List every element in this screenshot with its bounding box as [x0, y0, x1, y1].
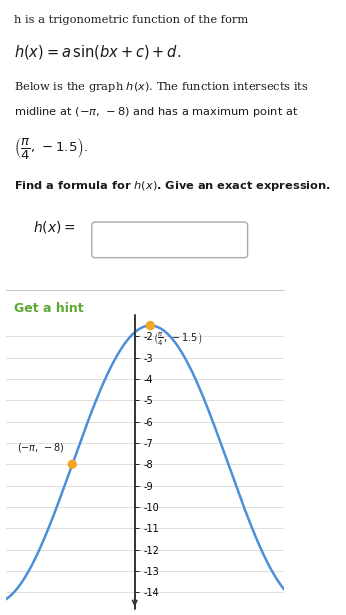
- Text: h is a trigonometric function of the form: h is a trigonometric function of the for…: [14, 15, 248, 25]
- Text: $h(x) = a\,\sin(bx + c) + d.$: $h(x) = a\,\sin(bx + c) + d.$: [14, 42, 181, 61]
- FancyBboxPatch shape: [92, 222, 248, 258]
- Text: Find a formula for $h(x)$. Give an exact expression.: Find a formula for $h(x)$. Give an exact…: [14, 179, 331, 192]
- Text: $\left(\frac{\pi}{4},\,-1.5\right)$: $\left(\frac{\pi}{4},\,-1.5\right)$: [153, 330, 202, 347]
- Text: Below is the graph $h(x)$. The function intersects its: Below is the graph $h(x)$. The function …: [14, 80, 309, 94]
- Text: $\left(\dfrac{\pi}{4},\,-1.5\right).$: $\left(\dfrac{\pi}{4},\,-1.5\right).$: [14, 135, 88, 162]
- Text: $h(x) =$: $h(x) =$: [33, 219, 76, 235]
- Text: midline at $(-\pi,\,-8)$ and has a maximum point at: midline at $(-\pi,\,-8)$ and has a maxim…: [14, 105, 298, 119]
- Text: $(-\pi,\,-8)$: $(-\pi,\,-8)$: [17, 440, 64, 454]
- Point: [147, 320, 153, 330]
- Point: [70, 459, 75, 469]
- Text: Get a hint: Get a hint: [14, 303, 83, 315]
